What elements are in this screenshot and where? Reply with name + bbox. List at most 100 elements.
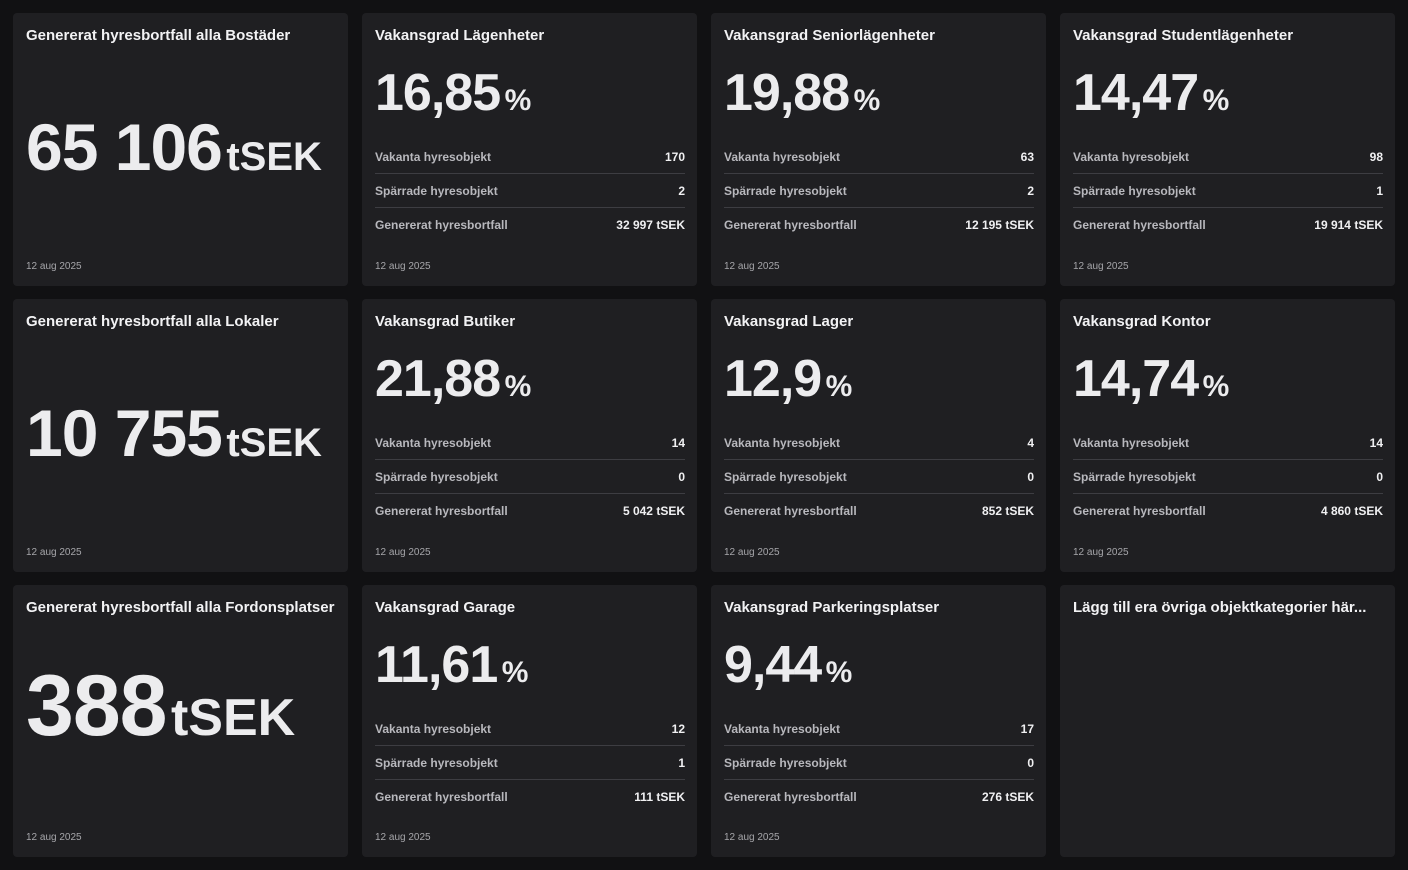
total-display: 388 tSEK [26, 663, 336, 749]
metric-row-vacant: Vakanta hyresobjekt 98 [1073, 140, 1383, 174]
metric-value: 2 [678, 183, 685, 198]
rate-unit: % [504, 84, 532, 117]
rate-value: 11,61 [375, 636, 498, 694]
card-title: Vakansgrad Studentlägenheter [1073, 27, 1294, 44]
metric-label: Spärrade hyresobjekt [1073, 183, 1196, 198]
metric-label: Vakanta hyresobjekt [1073, 149, 1190, 164]
metric-label: Spärrade hyresobjekt [1073, 469, 1196, 484]
rate-unit: % [504, 370, 532, 403]
rate-display: 9,44 % [724, 633, 1034, 697]
rate-unit: % [1202, 84, 1230, 117]
card-date: 12 aug 2025 [724, 261, 780, 272]
metric-label: Spärrade hyresobjekt [724, 469, 847, 484]
rate-display: 21,88 % [375, 347, 685, 411]
metric-value: 111 tSEK [634, 790, 685, 804]
rate-value: 19,88 [724, 64, 850, 122]
rate-unit: % [825, 370, 853, 403]
rate-display: 16,85 % [375, 61, 685, 125]
rate-display: 14,47 % [1073, 61, 1383, 125]
rate-display: 19,88 % [724, 61, 1034, 125]
metric-value: 12 195 tSEK [965, 218, 1034, 232]
metric-value: 2 [1027, 183, 1034, 198]
card-vakansgrad-kontor[interactable]: Vakansgrad Kontor 14,74 % Vakanta hyreso… [1060, 299, 1395, 572]
rate-display: 12,9 % [724, 347, 1034, 411]
card-title: Genererat hyresbortfall alla Lokaler [26, 313, 279, 330]
card-date: 12 aug 2025 [375, 547, 431, 558]
metric-label: Vakanta hyresobjekt [375, 721, 492, 736]
metric-label: Spärrade hyresobjekt [375, 755, 498, 770]
rate-value: 16,85 [375, 64, 501, 122]
total-display: 10 755 tSEK [26, 394, 336, 472]
card-date: 12 aug 2025 [375, 832, 431, 843]
metric-label: Spärrade hyresobjekt [375, 469, 498, 484]
metric-value: 0 [1027, 469, 1034, 484]
metric-row-loss: Genererat hyresbortfall 32 997 tSEK [375, 208, 685, 242]
metric-value: 0 [678, 469, 685, 484]
card-bostader-total[interactable]: Genererat hyresbortfall alla Bostäder 65… [13, 13, 348, 286]
metrics-list: Vakanta hyresobjekt 14 Spärrade hyresobj… [375, 426, 685, 528]
rate-display: 11,61 % [375, 633, 685, 697]
rate-unit: % [853, 84, 881, 117]
card-date: 12 aug 2025 [375, 261, 431, 272]
card-vakansgrad-lager[interactable]: Vakansgrad Lager 12,9 % Vakanta hyresobj… [711, 299, 1046, 572]
card-title: Vakansgrad Lägenheter [375, 27, 545, 44]
total-value: 388 [26, 658, 167, 754]
metric-value: 1 [678, 755, 685, 770]
metrics-list: Vakanta hyresobjekt 63 Spärrade hyresobj… [724, 140, 1034, 242]
metric-label: Vakanta hyresobjekt [1073, 435, 1190, 450]
metric-row-vacant: Vakanta hyresobjekt 17 [724, 712, 1034, 746]
metric-label: Vakanta hyresobjekt [724, 435, 841, 450]
metric-label: Vakanta hyresobjekt [724, 149, 841, 164]
card-date: 12 aug 2025 [26, 547, 82, 558]
total-value: 10 755 [26, 396, 223, 470]
card-title: Vakansgrad Parkeringsplatser [724, 599, 940, 616]
rate-value: 14,47 [1073, 64, 1199, 122]
rate-value: 9,44 [724, 636, 822, 694]
card-lokaler-total[interactable]: Genererat hyresbortfall alla Lokaler 10 … [13, 299, 348, 572]
metric-value: 1 [1376, 183, 1383, 198]
card-date: 12 aug 2025 [724, 832, 780, 843]
metric-value: 0 [1376, 469, 1383, 484]
metric-label: Genererat hyresbortfall [375, 218, 508, 232]
total-unit: tSEK [170, 689, 296, 747]
card-vakansgrad-lagenheter[interactable]: Vakansgrad Lägenheter 16,85 % Vakanta hy… [362, 13, 697, 286]
metric-row-vacant: Vakanta hyresobjekt 170 [375, 140, 685, 174]
metric-row-vacant: Vakanta hyresobjekt 63 [724, 140, 1034, 174]
card-vakansgrad-garage[interactable]: Vakansgrad Garage 11,61 % Vakanta hyreso… [362, 585, 697, 857]
metrics-list: Vakanta hyresobjekt 170 Spärrade hyresob… [375, 140, 685, 242]
metric-value: 4 860 tSEK [1320, 504, 1383, 518]
card-vakansgrad-butiker[interactable]: Vakansgrad Butiker 21,88 % Vakanta hyres… [362, 299, 697, 572]
metric-value: 0 [1027, 755, 1034, 770]
card-date: 12 aug 2025 [1073, 547, 1129, 558]
card-date: 12 aug 2025 [26, 832, 82, 843]
card-title: Vakansgrad Garage [375, 599, 516, 616]
rate-value: 14,74 [1073, 350, 1199, 408]
card-title: Lägg till era övriga objektkategorier hä… [1073, 599, 1367, 616]
metric-value: 4 [1027, 435, 1034, 450]
card-fordonsplatser-total[interactable]: Genererat hyresbortfall alla Fordonsplat… [13, 585, 348, 857]
card-vakansgrad-studentlagenheter[interactable]: Vakansgrad Studentlägenheter 14,47 % Vak… [1060, 13, 1395, 286]
card-title: Vakansgrad Kontor [1073, 313, 1211, 330]
card-title: Vakansgrad Seniorlägenheter [724, 27, 935, 44]
metric-label: Genererat hyresbortfall [724, 218, 857, 232]
metric-label: Spärrade hyresobjekt [724, 183, 847, 198]
metrics-list: Vakanta hyresobjekt 14 Spärrade hyresobj… [1073, 426, 1383, 528]
metric-row-blocked: Spärrade hyresobjekt 0 [724, 460, 1034, 494]
card-vakansgrad-parkeringsplatser[interactable]: Vakansgrad Parkeringsplatser 9,44 % Vaka… [711, 585, 1046, 857]
card-date: 12 aug 2025 [26, 261, 82, 272]
metric-value: 14 [671, 435, 685, 450]
metric-value: 5 042 tSEK [622, 504, 685, 518]
metric-value: 14 [1369, 435, 1383, 450]
metrics-list: Vakanta hyresobjekt 17 Spärrade hyresobj… [724, 712, 1034, 814]
card-title: Vakansgrad Butiker [375, 313, 516, 330]
card-ovriga-kategorier[interactable]: Lägg till era övriga objektkategorier hä… [1060, 585, 1395, 857]
metric-label: Genererat hyresbortfall [375, 790, 508, 804]
metric-label: Vakanta hyresobjekt [724, 721, 841, 736]
metric-value: 32 997 tSEK [616, 218, 685, 232]
card-vakansgrad-seniorlagenheter[interactable]: Vakansgrad Seniorlägenheter 19,88 % Vaka… [711, 13, 1046, 286]
metric-label: Spärrade hyresobjekt [375, 183, 498, 198]
metric-row-blocked: Spärrade hyresobjekt 0 [1073, 460, 1383, 494]
rate-unit: % [825, 656, 853, 689]
card-date: 12 aug 2025 [1073, 261, 1129, 272]
metric-label: Genererat hyresbortfall [1073, 218, 1206, 232]
